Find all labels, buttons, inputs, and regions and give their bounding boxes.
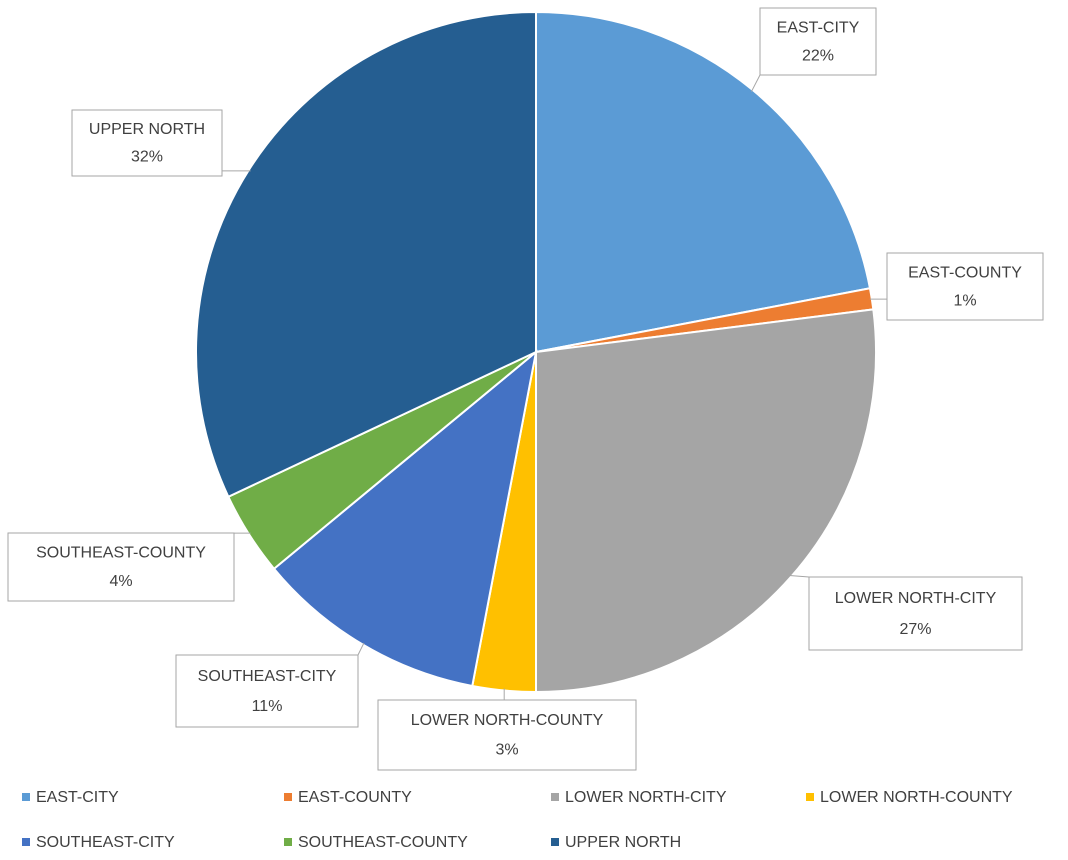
data-label-name: SOUTHEAST-CITY [198, 668, 337, 685]
pie-slice [535, 308, 877, 694]
pie-slice [195, 10, 537, 499]
data-label-name: UPPER NORTH [89, 121, 205, 138]
leader-line [789, 575, 810, 578]
data-label: 32% [131, 149, 163, 166]
legend-label: EAST-CITY [36, 789, 119, 806]
data-label: 3% [495, 742, 518, 759]
legend-swatch [806, 793, 814, 801]
data-label-name: LOWER NORTH-COUNTY [411, 712, 604, 729]
label-box [71, 109, 223, 177]
legend-label: LOWER NORTH-CITY [565, 789, 727, 806]
label-box [759, 7, 877, 76]
legend-swatch [551, 793, 559, 801]
legend-swatch [22, 793, 30, 801]
data-label-name: EAST-CITY [777, 19, 860, 36]
legend-swatch [284, 793, 292, 801]
data-label-name: EAST-COUNTY [908, 264, 1022, 281]
legend-label: SOUTHEAST-COUNTY [298, 834, 468, 851]
data-label: 11% [252, 698, 283, 715]
legend-label: LOWER NORTH-COUNTY [820, 789, 1013, 806]
data-label: 22% [802, 47, 834, 64]
legend-label: SOUTHEAST-CITY [36, 834, 175, 851]
label-box [377, 699, 637, 771]
data-label-name: LOWER NORTH-CITY [835, 590, 997, 607]
leader-line [751, 74, 761, 92]
leader-line [357, 642, 365, 656]
data-label-name: SOUTHEAST-COUNTY [36, 545, 206, 562]
label-box [7, 532, 235, 602]
legend-swatch [551, 838, 559, 846]
label-box [886, 252, 1044, 321]
data-label: 1% [953, 292, 976, 309]
label-box [808, 576, 1023, 651]
legend-label: UPPER NORTH [565, 834, 681, 851]
legend-swatch [284, 838, 292, 846]
data-label: 27% [899, 621, 931, 638]
legend-swatch [22, 838, 30, 846]
label-box [175, 654, 359, 728]
data-label: 4% [109, 573, 132, 590]
legend-label: EAST-COUNTY [298, 789, 412, 806]
